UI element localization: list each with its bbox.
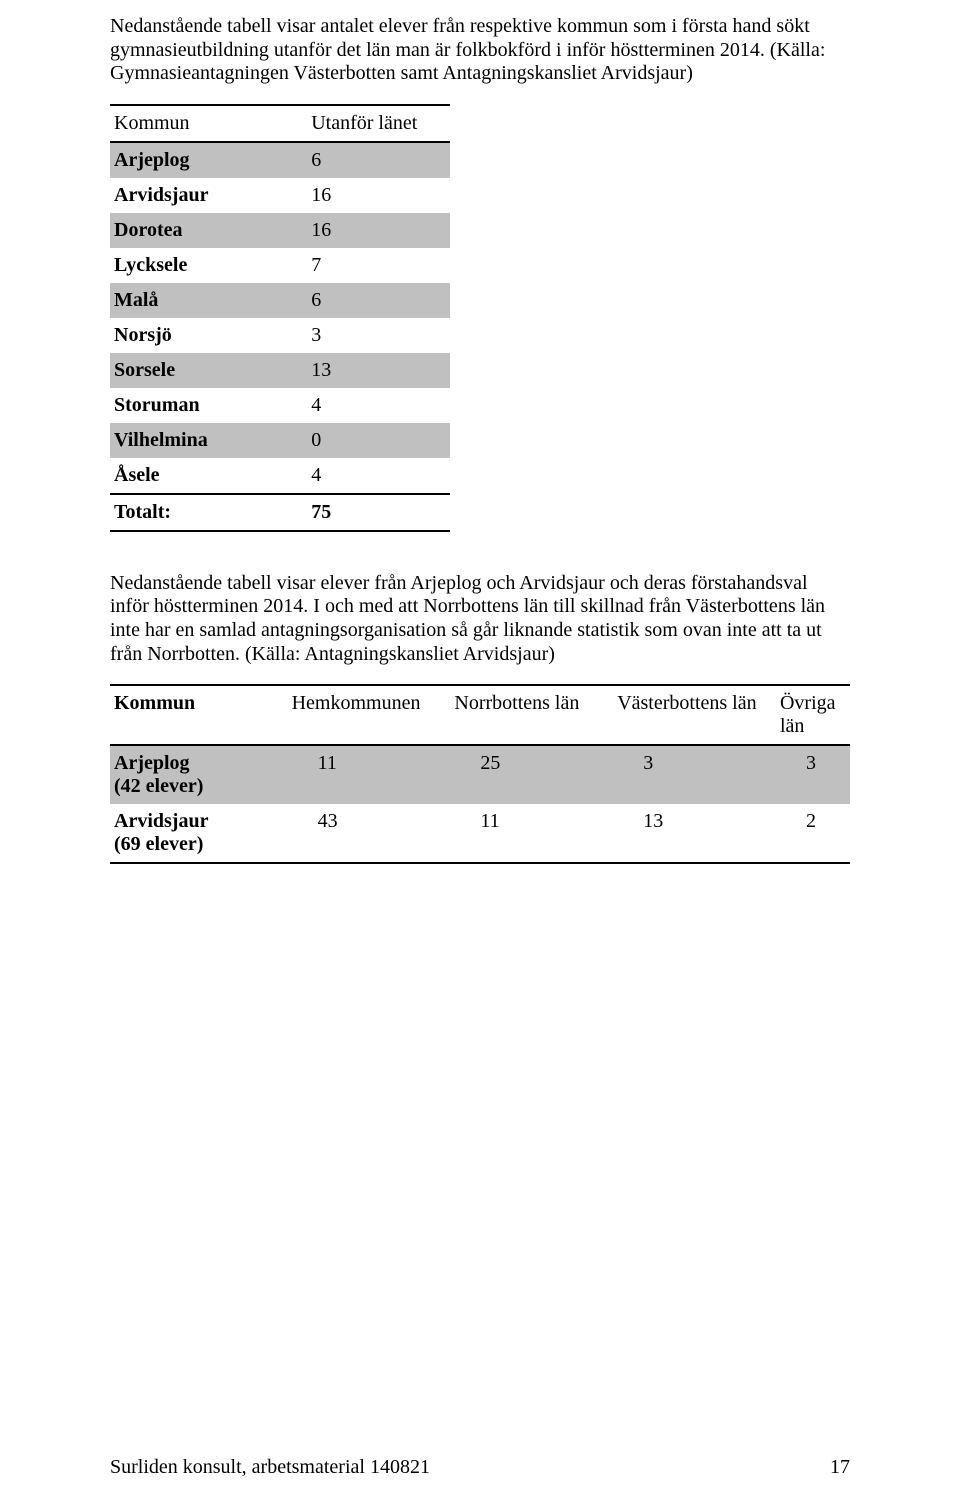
table-row: Dorotea16: [110, 213, 450, 248]
row-label: Arjeplog(42 elever): [110, 745, 288, 804]
cell-vasterbotten: 3: [613, 745, 776, 804]
table-row: Lycksele7: [110, 248, 450, 283]
cell-hemkommunen: 11: [288, 745, 451, 804]
table-row: Malå6: [110, 283, 450, 318]
row-label: Malå: [110, 283, 307, 318]
total-label: Totalt:: [110, 494, 307, 531]
table2-header-norrbotten: Norrbottens län: [450, 685, 613, 745]
table2-header-vasterbotten: Västerbottens län: [613, 685, 776, 745]
footer-left: Surliden konsult, arbetsmaterial 140821: [110, 1456, 430, 1479]
table-forstahandsval: Kommun Hemkommunen Norrbottens län Väste…: [110, 684, 850, 864]
row-value: 16: [307, 178, 450, 213]
table-row: Arvidsjaur16: [110, 178, 450, 213]
row-value: 6: [307, 283, 450, 318]
row-value: 0: [307, 423, 450, 458]
row-value: 6: [307, 142, 450, 178]
table-row: Sorsele13: [110, 353, 450, 388]
row-label: Arjeplog: [110, 142, 307, 178]
cell-hemkommunen: 43: [288, 804, 451, 863]
row-label: Vilhelmina: [110, 423, 307, 458]
row-value: 4: [307, 388, 450, 423]
table-total-row: Totalt:75: [110, 494, 450, 531]
row-label: Lycksele: [110, 248, 307, 283]
row-label: Storuman: [110, 388, 307, 423]
cell-norrbotten: 25: [450, 745, 613, 804]
table-row: Arvidsjaur(69 elever)4311132: [110, 804, 850, 863]
row-value: 13: [307, 353, 450, 388]
row-label: Norsjö: [110, 318, 307, 353]
row-value: 7: [307, 248, 450, 283]
table2-header-hemkommunen: Hemkommunen: [288, 685, 451, 745]
row-label: Dorotea: [110, 213, 307, 248]
footer-page-number: 17: [830, 1456, 850, 1479]
table2-header-ovriga: Övriga län: [776, 685, 850, 745]
row-value: 16: [307, 213, 450, 248]
table-row: Storuman4: [110, 388, 450, 423]
row-label: Åsele: [110, 458, 307, 494]
table1-header-kommun: Kommun: [110, 105, 307, 142]
table2-header-kommun: Kommun: [110, 685, 288, 745]
cell-vasterbotten: 13: [613, 804, 776, 863]
total-value: 75: [307, 494, 450, 531]
row-label: Arvidsjaur(69 elever): [110, 804, 288, 863]
table1-header-value: Utanför länet: [307, 105, 450, 142]
intro-paragraph-2: Nedanstående tabell visar elever från Ar…: [110, 572, 850, 666]
row-label: Sorsele: [110, 353, 307, 388]
table-row: Åsele4: [110, 458, 450, 494]
page-footer: Surliden konsult, arbetsmaterial 140821 …: [110, 1456, 850, 1479]
table-row: Vilhelmina0: [110, 423, 450, 458]
row-value: 3: [307, 318, 450, 353]
row-label: Arvidsjaur: [110, 178, 307, 213]
table-kommun-utanfor: Kommun Utanför länet Arjeplog6Arvidsjaur…: [110, 104, 450, 532]
cell-norrbotten: 11: [450, 804, 613, 863]
cell-ovriga: 2: [776, 804, 850, 863]
table-row: Norsjö3: [110, 318, 450, 353]
row-value: 4: [307, 458, 450, 494]
table-row: Arjeplog(42 elever)112533: [110, 745, 850, 804]
page-container: Nedanstående tabell visar antalet elever…: [0, 0, 960, 1509]
table-row: Arjeplog6: [110, 142, 450, 178]
cell-ovriga: 3: [776, 745, 850, 804]
intro-paragraph-1: Nedanstående tabell visar antalet elever…: [110, 15, 850, 86]
